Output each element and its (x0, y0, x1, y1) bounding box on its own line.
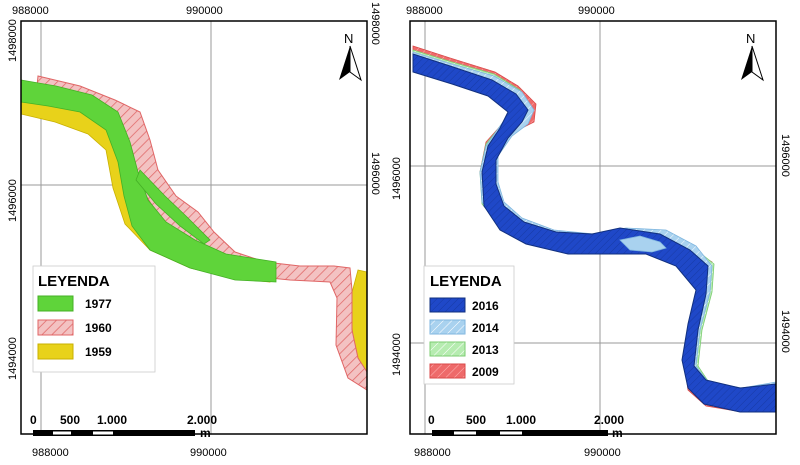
left-top-tick: 988000 (12, 5, 49, 17)
scale-unit: m (200, 426, 211, 440)
left-right-y-tick: 1498000 (369, 2, 381, 45)
legend-swatch-1960 (37, 319, 74, 336)
scale-label: 2.000 (187, 413, 217, 427)
legend-swatch-2014 (429, 319, 466, 335)
scale-label: 1.000 (97, 413, 127, 427)
legend-label: 2014 (472, 321, 499, 335)
legend-swatch-2009 (429, 363, 466, 379)
right-right-y-tick: 1494000 (779, 310, 791, 353)
legend-title: LEYENDA (430, 273, 502, 290)
left-bottom-tick: 990000 (190, 447, 227, 459)
north-label: N (344, 31, 353, 46)
right-top-tick: 988000 (406, 5, 443, 17)
legend-swatch-2016 (429, 297, 466, 313)
legend-label: 2009 (472, 365, 499, 379)
scale-label: 1.000 (506, 413, 536, 427)
right-legend: LEYENDA 2016 2014 2013 2009 (423, 265, 515, 385)
left-y-tick: 1494000 (7, 337, 19, 380)
left-map: 988000 990000 988000 990000 1498000 1496… (7, 2, 381, 459)
river-1977-layer (135, 169, 211, 245)
left-top-tick: 990000 (186, 5, 223, 17)
river-2016-layer (412, 53, 776, 413)
right-right-y-tick: 1496000 (779, 134, 791, 177)
left-y-tick: 1498000 (7, 19, 19, 62)
right-y-tick: 1496000 (391, 157, 403, 200)
left-map-river (21, 75, 367, 391)
legend-swatch-1959 (37, 343, 74, 360)
river-1977-layer (21, 79, 277, 283)
north-arrow-icon: N (741, 31, 764, 82)
right-top-tick: 990000 (578, 5, 615, 17)
scale-label: 2.000 (594, 413, 624, 427)
right-map: 988000 990000 988000 990000 1496000 1494… (391, 5, 791, 459)
north-arrow-icon: N (339, 31, 362, 82)
legend-label: 1959 (85, 345, 112, 359)
scale-unit: m (612, 426, 623, 440)
left-scale-bar: 0 500 1.000 2.000 m (30, 413, 217, 440)
right-bottom-tick: 988000 (414, 447, 451, 459)
left-y-tick: 1496000 (7, 179, 19, 222)
legend-label: 2016 (472, 299, 499, 313)
left-bottom-tick: 988000 (32, 447, 69, 459)
right-scale-bar: 0 500 1.000 2.000 m (428, 413, 624, 440)
legend-label: 2013 (472, 343, 499, 357)
right-y-tick: 1494000 (391, 333, 403, 376)
left-right-y-tick: 1496000 (369, 152, 381, 195)
north-label: N (746, 31, 755, 46)
legend-label: 1960 (85, 321, 112, 335)
scale-label: 500 (466, 413, 486, 427)
legend-swatch-2013 (429, 341, 466, 357)
right-bottom-tick: 990000 (584, 447, 621, 459)
scale-label: 0 (428, 413, 435, 427)
right-map-river (412, 45, 776, 413)
legend-swatch-1977 (37, 295, 74, 312)
legend-label: 1977 (85, 297, 112, 311)
scale-label: 0 (30, 413, 37, 427)
scale-label: 500 (60, 413, 80, 427)
left-legend: LEYENDA 1977 1960 1959 (32, 265, 156, 373)
legend-title: LEYENDA (38, 273, 110, 290)
river-island (619, 235, 667, 253)
